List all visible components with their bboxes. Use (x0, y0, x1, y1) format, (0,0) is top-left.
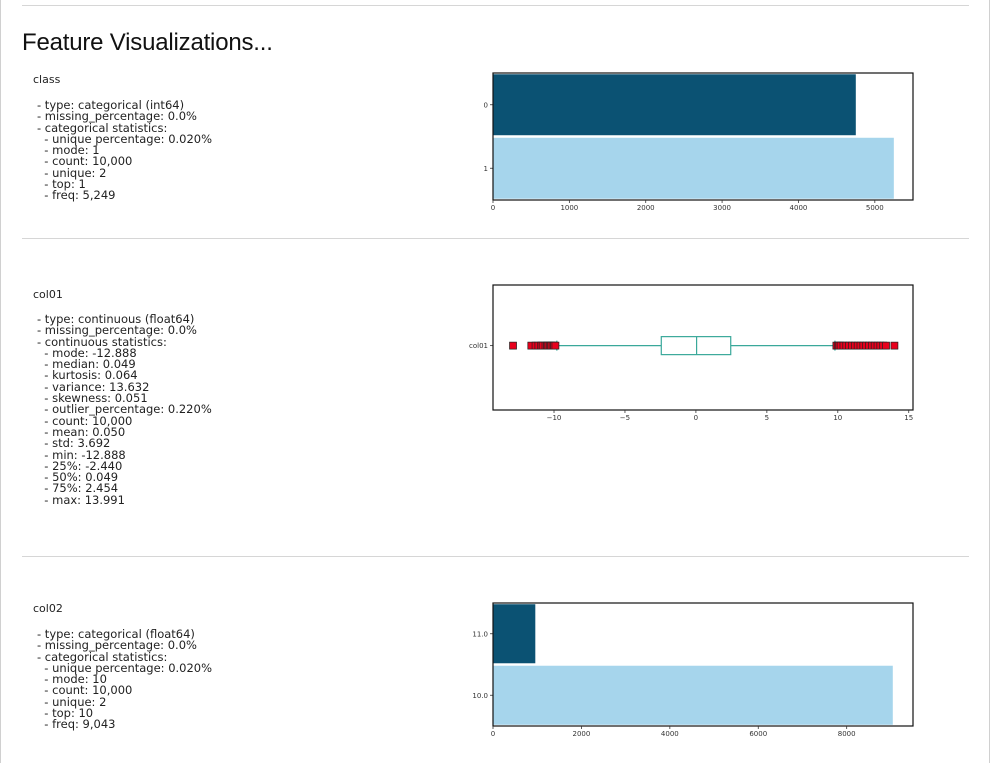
feature-name-class: class (33, 73, 61, 86)
stat-line: - missing_percentage: 0.0% (37, 109, 197, 124)
bar-chart-class: 0 1 0 1000 2000 3000 4000 5000 (484, 72, 914, 212)
stat-line: - mode: 1 (37, 143, 100, 158)
x-tick-label: 0 (491, 204, 495, 212)
stat-line: - unique: 2 (37, 694, 107, 709)
stat-line: - skewness: 0.051 (37, 391, 148, 406)
x-tick-label: 5 (765, 414, 769, 422)
stat-line: - min: -12.888 (37, 447, 126, 462)
plot-frame (492, 284, 914, 411)
stat-line: - top: 1 (37, 177, 86, 192)
stat-line: - count: 10,000 (37, 683, 133, 698)
x-tick-label: 2000 (637, 204, 655, 212)
stat-line: - max: 13.991 (37, 492, 125, 507)
x-tick-label: 2000 (573, 730, 591, 738)
stat-line: - mode: -12.888 (37, 345, 137, 360)
stat-line: - freq: 5,249 (37, 188, 116, 203)
stat-line: - mode: 10 (37, 672, 107, 687)
stat-line: - top: 10 (37, 706, 94, 721)
outlier-point (890, 341, 899, 350)
stat-line: - std: 3.692 (37, 436, 111, 451)
stats-list-col01: - type: continuous (float64) - missing_pe… (37, 312, 212, 507)
x-tick-label: 8000 (838, 730, 856, 738)
plot-frame (492, 72, 914, 201)
x-tick-label: 0 (491, 730, 495, 738)
y-tick-label: 11.0 (472, 630, 488, 638)
x-tick-label: 4000 (790, 204, 808, 212)
bar-1 (493, 137, 894, 199)
x-tick-label: −10 (547, 414, 562, 422)
x-tick-label: 6000 (749, 730, 767, 738)
stat-line: - mean: 0.050 (37, 424, 126, 439)
x-tick-label: 1000 (560, 204, 578, 212)
section-divider-1 (22, 238, 969, 239)
stat-line: - count: 10,000 (37, 154, 133, 169)
stat-line: - unique: 2 (37, 165, 107, 180)
stat-line: - unique percentage: 0.020% (37, 660, 213, 675)
y-tick-label: col01 (469, 342, 488, 350)
x-tick-label: 5000 (866, 204, 884, 212)
x-tick-label: 10 (833, 414, 842, 422)
stats-list-col02: - type: categorical (float64) - missing_p… (37, 627, 213, 732)
outlier-point (509, 341, 517, 350)
stat-line: - type: categorical (float64) (37, 627, 195, 641)
feature-name-col01: col01 (33, 288, 63, 301)
bar-10.0 (493, 665, 893, 725)
section-divider-2 (22, 556, 969, 557)
stat-line: - categorical statistics: (37, 649, 168, 664)
feature-name-col02: col02 (33, 602, 63, 615)
bar-0 (493, 74, 856, 136)
x-tick-label: −5 (620, 414, 630, 422)
outlier-point (551, 341, 560, 350)
stat-line: - unique percentage: 0.020% (37, 131, 213, 146)
x-tick-label: 3000 (713, 204, 731, 212)
y-tick-label: 1 (484, 165, 488, 173)
outlier-point (882, 341, 890, 350)
bar-chart-col02: 11.0 10.0 0 2000 4000 6000 8000 (472, 602, 914, 738)
stat-line: - missing_percentage: 0.0% (37, 638, 197, 653)
x-tick-label: 0 (694, 414, 698, 422)
stat-line: - categorical statistics: (37, 120, 168, 135)
stat-line: - count: 10,000 (37, 413, 133, 428)
stats-list-class: - type: categorical (int64) - missing_per… (37, 98, 213, 203)
stat-line: - kurtosis: 0.064 (37, 368, 138, 383)
stat-line: - 50%: 0.049 (37, 470, 119, 485)
y-tick-label: 0 (484, 101, 488, 109)
stat-line: - variance: 13.632 (37, 379, 150, 394)
stat-line: - missing_percentage: 0.0% (37, 323, 197, 338)
stat-line: - outlier_percentage: 0.220% (37, 402, 212, 417)
stat-line: - median: 0.049 (37, 357, 136, 372)
bar-11.0 (493, 604, 536, 664)
top-divider (22, 5, 969, 6)
stat-line: - type: continuous (float64) (37, 312, 195, 326)
y-tick-label: 10.0 (472, 692, 488, 700)
stat-line: - type: categorical (int64) (37, 98, 185, 112)
x-tick-label: 15 (904, 414, 913, 422)
plot-frame (492, 602, 914, 727)
stat-line: - continuous statistics: (37, 334, 167, 349)
stat-line: - 25%: -2.440 (37, 458, 123, 473)
stat-line: - 75%: 2.454 (37, 481, 119, 496)
box-plot-col01: col01 −10 −5 0 5 10 15 (469, 284, 914, 422)
x-tick-label: 4000 (661, 730, 679, 738)
stat-line: - freq: 9,043 (37, 717, 116, 732)
page-title: Feature Visualizations... (22, 29, 273, 56)
